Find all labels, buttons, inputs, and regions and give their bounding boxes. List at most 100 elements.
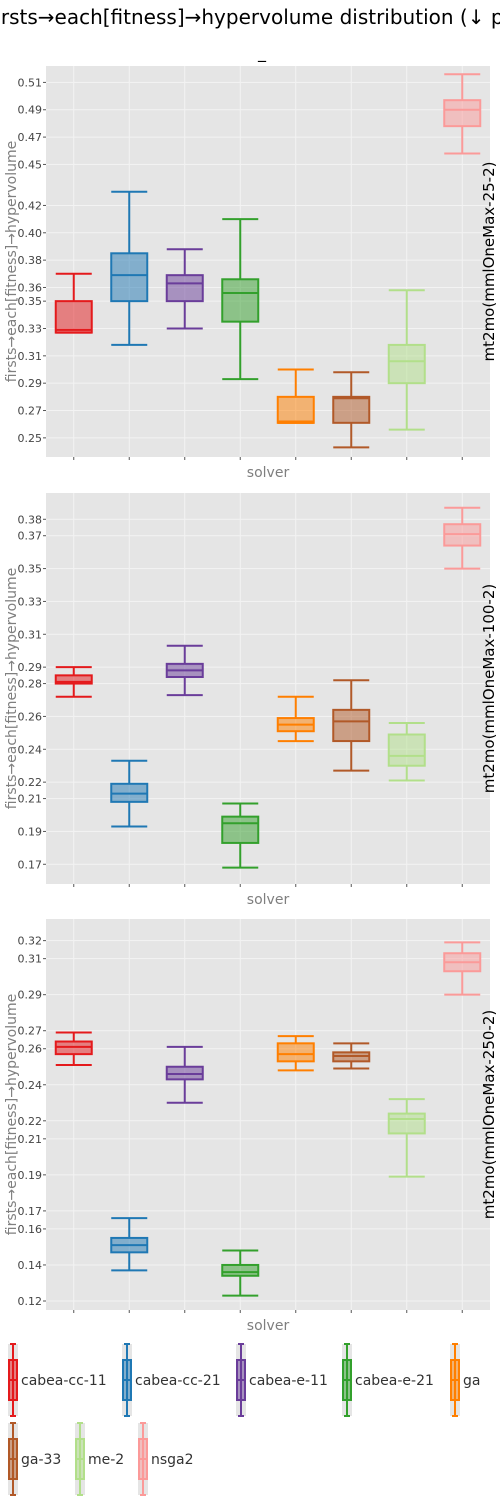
- y-tick-label: 0.51: [18, 76, 43, 89]
- facet-panel: 0.17 0.19 0.21 0.22 0.24 0.26 0.28 0.29 0.31 0.33…: [4, 493, 498, 908]
- y-tick-label: 0.24: [18, 743, 43, 756]
- y-tick-label: 0.22: [18, 776, 43, 789]
- y-tick-label: 0.12: [18, 1295, 43, 1308]
- legend-item-nsga2: nsga2: [138, 1422, 194, 1496]
- y-tick-label: 0.35: [18, 563, 43, 576]
- box-cabea-cc-11: [54, 1031, 93, 1066]
- box-me-2: [387, 289, 426, 431]
- y-tick-label: 0.26: [18, 1043, 43, 1056]
- y-tick-label: 0.31: [18, 628, 43, 641]
- legend-label: cabea-cc-21: [135, 1373, 221, 1389]
- legend-label: me-2: [88, 1452, 124, 1468]
- legend-item-cabea-e-11: cabea-e-11: [236, 1343, 328, 1417]
- box-ga-33: [332, 1042, 371, 1070]
- y-tick-label: 0.40: [18, 227, 43, 240]
- facet-panels: 0.250.270.290.310.330.350.360.380.400.42…: [4, 66, 498, 1334]
- y-tick-label: 0.21: [18, 1133, 43, 1146]
- iqr-box: [221, 1263, 260, 1277]
- y-axis-label: firsts→each[fitness]→hypervolume: [4, 568, 20, 809]
- y-tick-label: 0.26: [18, 710, 43, 723]
- legend-label: ga: [463, 1373, 480, 1389]
- iqr-box: [165, 274, 204, 303]
- y-tick-label: 0.33: [18, 595, 43, 608]
- iqr-box: [276, 1042, 315, 1063]
- y-axis-label: firsts→each[fitness]→hypervolume: [4, 994, 20, 1235]
- legend: cabea-cc-11 cabea-cc-21 cabea-e-11 cabea-e-…: [8, 1343, 480, 1496]
- chart-title: firsts→each[fitness]→hypervolume distrib…: [0, 5, 500, 29]
- x-axis-label: solver: [247, 892, 290, 908]
- box-nsga2: [443, 506, 482, 570]
- box-cabea-cc-21: [110, 759, 149, 828]
- facet-label: mt2mo(mmlOneMax-250-2): [480, 1010, 498, 1219]
- iqr-box: [54, 674, 93, 685]
- y-tick-label: 0.35: [18, 295, 43, 308]
- box-nsga2: [443, 73, 482, 155]
- legend-item-ga: ga: [450, 1343, 480, 1417]
- iqr-box: [387, 733, 426, 767]
- box-cabea-cc-11: [54, 272, 93, 334]
- legend-item-cabea-cc-11: cabea-cc-11: [8, 1343, 107, 1417]
- y-tick-label: 0.38: [18, 513, 43, 526]
- iqr-box: [54, 300, 93, 334]
- iqr-box: [221, 815, 260, 844]
- y-tick-label: 0.49: [18, 104, 43, 117]
- y-tick-label: 0.17: [18, 858, 43, 871]
- box-ga-33: [332, 371, 371, 449]
- legend-item-me-2: me-2: [75, 1422, 124, 1496]
- y-tick-label: 0.33: [18, 322, 43, 335]
- legend-label: cabea-e-11: [249, 1373, 328, 1389]
- y-tick-label: 0.37: [18, 530, 43, 543]
- box-cabea-e-21: [221, 1249, 260, 1297]
- facet-panel: 0.12 0.14 0.16 0.17 0.19 0.21 0.22 0.24 0.26 0.27…: [4, 919, 498, 1334]
- y-tick-label: 0.19: [18, 825, 43, 838]
- box-cabea-e-11: [165, 248, 204, 330]
- chart-subtitle: _: [257, 43, 267, 63]
- y-tick-label: 0.31: [18, 350, 43, 363]
- y-tick-label: 0.28: [18, 678, 43, 691]
- y-tick-label: 0.21: [18, 793, 43, 806]
- box-ga: [276, 695, 315, 743]
- box-me-2: [387, 1098, 426, 1178]
- y-tick-label: 0.19: [18, 1169, 43, 1182]
- legend-item-ga-33: ga-33: [8, 1422, 61, 1496]
- y-tick-label: 0.42: [18, 199, 43, 212]
- y-tick-label: 0.31: [18, 953, 43, 966]
- x-axis-label: solver: [247, 465, 290, 481]
- legend-label: ga-33: [21, 1452, 61, 1468]
- box-cabea-e-11: [165, 1045, 204, 1104]
- legend-label: cabea-cc-11: [21, 1373, 107, 1389]
- y-tick-label: 0.17: [18, 1205, 43, 1218]
- panel-background: [46, 493, 490, 884]
- box-cabea-cc-11: [54, 666, 93, 698]
- y-tick-label: 0.22: [18, 1115, 43, 1128]
- y-tick-label: 0.29: [18, 989, 43, 1002]
- y-tick-label: 0.27: [18, 405, 43, 418]
- box-cabea-e-21: [221, 218, 260, 381]
- y-tick-label: 0.29: [18, 377, 43, 390]
- iqr-box: [387, 343, 426, 385]
- y-tick-label: 0.47: [18, 131, 43, 144]
- y-tick-label: 0.29: [18, 661, 43, 674]
- x-axis-label: solver: [247, 1318, 290, 1334]
- box-cabea-cc-21: [110, 190, 149, 346]
- box-ga-33: [332, 679, 371, 772]
- iqr-box: [221, 278, 260, 323]
- y-tick-label: 0.25: [18, 432, 43, 445]
- box-nsga2: [443, 941, 482, 996]
- y-tick-label: 0.36: [18, 281, 43, 294]
- legend-label: cabea-e-21: [355, 1373, 434, 1389]
- facet-label: mt2mo(mmlOneMax-100-2): [480, 584, 498, 793]
- iqr-box: [387, 1112, 426, 1135]
- y-tick-label: 0.14: [18, 1259, 43, 1272]
- legend-item-cabea-cc-21: cabea-cc-21: [122, 1343, 221, 1417]
- legend-label: nsga2: [151, 1452, 194, 1468]
- iqr-box: [332, 708, 371, 743]
- facet-panel: 0.25 0.27 0.29 0.31 0.33 0.350.36 0.38 0.40 0.42…: [4, 66, 498, 481]
- box-me-2: [387, 722, 426, 782]
- iqr-box: [276, 395, 315, 424]
- box-cabea-e-11: [165, 644, 204, 697]
- y-axis-label: firsts→each[fitness]→hypervolume: [4, 141, 20, 382]
- iqr-box: [443, 99, 482, 128]
